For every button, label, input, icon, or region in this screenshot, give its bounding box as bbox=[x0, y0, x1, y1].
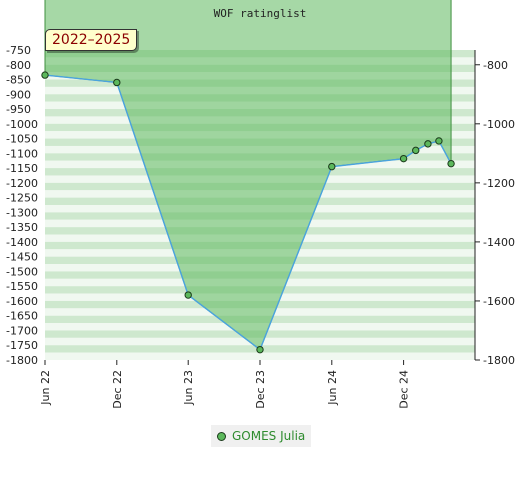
data-point-marker bbox=[412, 146, 420, 155]
y-left-tick-label: -750 bbox=[6, 44, 31, 57]
y-right-tick-label: -1400 bbox=[483, 236, 515, 249]
legend-marker-icon bbox=[217, 431, 226, 441]
legend[interactable]: GOMES Julia bbox=[211, 425, 312, 447]
background-band bbox=[45, 352, 475, 360]
data-point-marker bbox=[256, 345, 264, 354]
y-left-tick-label: -1250 bbox=[6, 192, 38, 205]
y-right-tick-label: -1200 bbox=[483, 177, 515, 190]
data-point-marker bbox=[399, 154, 408, 163]
y-left-tick-label: -1450 bbox=[6, 251, 38, 264]
data-point-marker bbox=[41, 71, 49, 79]
data-point-marker bbox=[328, 162, 336, 171]
x-tick-label: Jun 23 bbox=[182, 370, 195, 406]
data-point-marker bbox=[113, 78, 121, 87]
x-axis: Jun 22 Dec 22 Jun 23 Dec 23 Jun 24 Dec 24 bbox=[39, 360, 411, 409]
y-left-tick-label: -1150 bbox=[6, 162, 38, 175]
y-left-tick-label: -1750 bbox=[6, 339, 38, 352]
y-left-tick-label: -950 bbox=[6, 103, 31, 116]
y-left-tick-label: -1650 bbox=[6, 310, 38, 323]
data-point-marker bbox=[447, 159, 455, 168]
y-left-tick-label: -800 bbox=[6, 59, 31, 72]
y-right-tick-label: -1800 bbox=[483, 354, 515, 367]
y-right-tick-label: -800 bbox=[483, 59, 508, 72]
y-left-tick-label: -1050 bbox=[6, 133, 38, 146]
y-left-tick-label: -1200 bbox=[6, 177, 38, 190]
series-line bbox=[44, 74, 452, 351]
x-tick-label: Dec 22 bbox=[111, 370, 124, 409]
data-point-marker bbox=[435, 137, 443, 145]
y-axis-right: -800 -1000 -1200 -1400 -1600 -1800 bbox=[474, 50, 515, 367]
data-point-marker bbox=[184, 291, 192, 299]
x-tick-label: Jun 22 bbox=[39, 370, 52, 406]
y-left-tick-label: -850 bbox=[6, 74, 31, 87]
chart-title: WOF ratinglist bbox=[214, 7, 307, 20]
x-tick-label: Dec 24 bbox=[398, 370, 411, 409]
y-right-tick-label: -1600 bbox=[483, 295, 515, 308]
y-left-tick-label: -1700 bbox=[6, 324, 38, 337]
y-left-tick-label: -1600 bbox=[6, 295, 38, 308]
y-axis-left: -750 -800 -850-900 -950 -1000 -1050-1100 -1150… bbox=[6, 44, 38, 367]
y-left-tick-label: -1300 bbox=[6, 206, 38, 219]
markers-group bbox=[41, 71, 455, 354]
y-right-tick-label: -1000 bbox=[483, 118, 515, 131]
y-left-tick-label: -1800 bbox=[6, 354, 38, 367]
y-left-tick-label: -1100 bbox=[6, 147, 38, 160]
y-left-tick-label: -1500 bbox=[6, 265, 38, 278]
x-tick-label: Jun 24 bbox=[326, 370, 339, 406]
legend-label: GOMES Julia bbox=[232, 429, 306, 443]
x-tick-label: Dec 23 bbox=[254, 370, 267, 409]
y-left-tick-label: -900 bbox=[6, 88, 31, 101]
y-left-tick-label: -1550 bbox=[6, 280, 38, 293]
y-left-tick-label: -1400 bbox=[6, 236, 38, 249]
y-left-tick-label: -1000 bbox=[6, 118, 38, 131]
y-left-tick-label: -1350 bbox=[6, 221, 38, 234]
data-point-marker bbox=[424, 140, 432, 148]
date-range-badge: 2022–2025 bbox=[45, 29, 138, 51]
